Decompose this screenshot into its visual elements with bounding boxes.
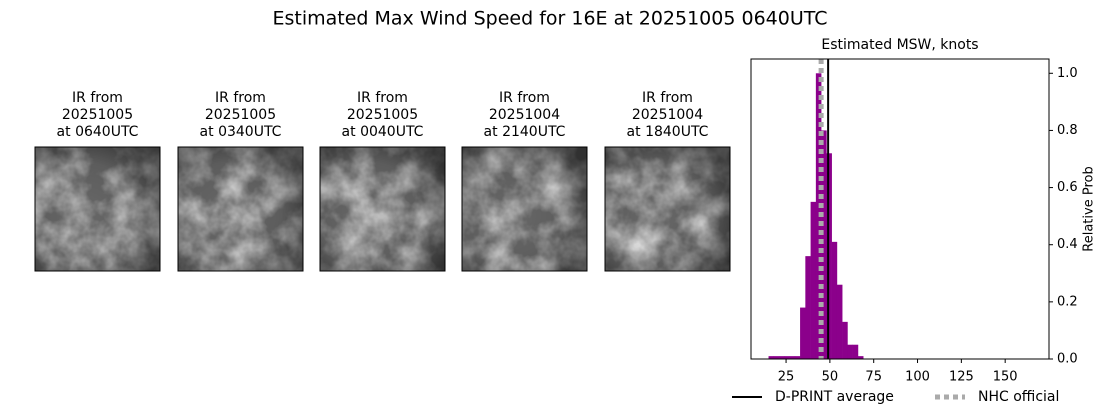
y-axis-label: Relative Prob [1082,166,1097,251]
bar [789,356,796,359]
x-tick-label: 75 [865,370,882,385]
panel-title: 20251005 [62,107,133,123]
bar [842,321,848,359]
image-frame [319,146,446,272]
panel-title: at 0040UTC [342,124,424,140]
panel-title: at 0340UTC [200,124,282,140]
panel-title: IR from [357,90,408,106]
panel-title: 20251004 [489,107,560,123]
bar [826,153,832,359]
cloud-texture [320,147,445,271]
y-tick-label: 0.4 [1057,237,1078,252]
bar [821,130,827,359]
panel-title: IR from [215,90,266,106]
bar [805,256,811,359]
y-tick-label: 0.6 [1057,180,1078,195]
panel-title: at 1840UTC [627,124,709,140]
panel-title: 20251005 [347,107,418,123]
y-tick-label: 0.2 [1057,294,1078,309]
panel-title: IR from [72,90,123,106]
legend-label: D-PRINT average [775,389,894,405]
x-tick-label: 50 [822,370,839,385]
panel-title: IR from [642,90,693,106]
cloud-texture [462,147,587,271]
bar [800,307,806,359]
panel-title: 20251004 [632,107,703,123]
y-tick-label: 1.0 [1057,66,1078,81]
bar [831,241,838,359]
chart-title: Estimated MSW, knots [821,37,978,53]
image-frame [604,146,731,272]
panel-title: IR from [499,90,550,106]
histogram-chart: Estimated MSW, knots 25 50 75 100 125 150 0.0 0.… [732,37,1097,405]
x-tick-label: 25 [778,370,795,385]
cloud-texture [605,147,730,271]
x-tick-label: 125 [949,370,974,385]
bar [810,201,817,359]
panel-title: at 0640UTC [57,124,139,140]
bar [857,356,864,359]
x-tick-label: 100 [905,370,930,385]
panel-title: 20251005 [205,107,276,123]
image-frame [34,146,161,272]
x-tick-label: 150 [993,370,1018,385]
bar [847,344,853,359]
image-frame [177,146,304,272]
bar [773,356,780,359]
bar [852,344,859,359]
image-frame [461,146,588,272]
figure-title: Estimated Max Wind Speed for 16E at 2025… [272,8,827,30]
legend-label: NHC official [978,389,1059,405]
y-tick-label: 0.8 [1057,123,1078,138]
bar [768,356,775,359]
bar [779,356,785,359]
cloud-texture [35,147,160,271]
bar [794,356,801,359]
bar [784,356,790,359]
plot-frame [750,58,1050,360]
bar [836,284,843,359]
y-tick-label: 0.0 [1057,352,1078,367]
cloud-texture [178,147,303,271]
panel-title: at 2140UTC [484,124,566,140]
